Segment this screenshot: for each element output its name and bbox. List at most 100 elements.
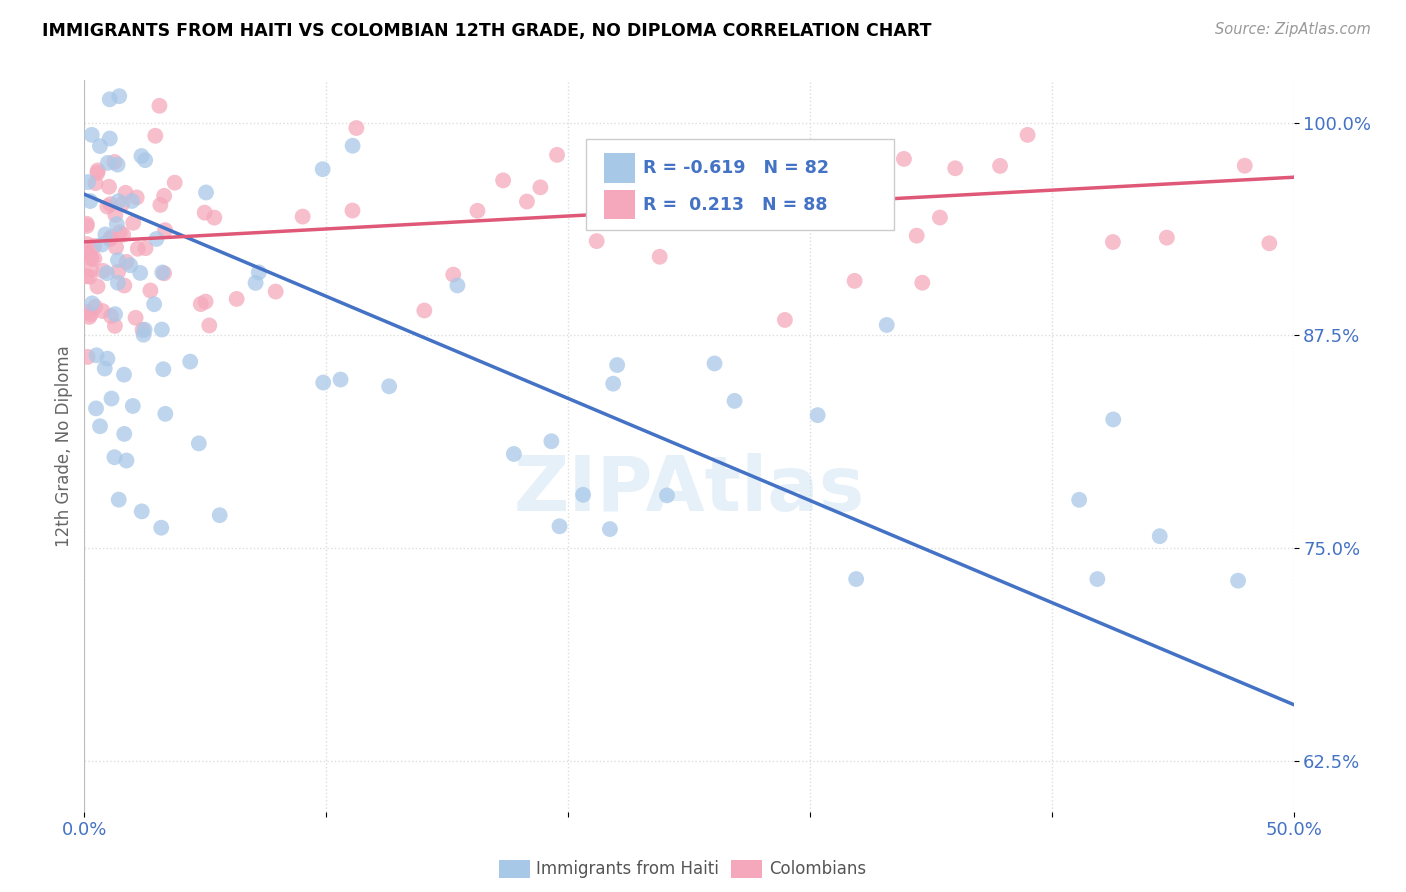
Point [86,166,108,180]
Point [202,211,225,225]
Point [540,434,562,449]
Point [86,348,108,362]
Point [153,266,176,280]
Point [773,313,796,327]
Point [124,310,146,325]
Point [807,408,830,422]
Point [98,131,121,145]
Point [585,234,607,248]
Point [291,210,314,224]
Point [492,173,515,187]
Point [112,426,135,441]
Point [107,158,129,172]
Point [150,322,173,336]
Point [76,269,98,284]
Point [655,488,678,502]
Point [100,309,122,323]
Point [208,508,231,523]
Point [1227,574,1250,588]
Point [378,379,401,393]
Point [893,152,915,166]
Point [312,376,335,390]
Point [187,436,209,450]
Point [93,361,115,376]
Point [86,279,108,293]
FancyBboxPatch shape [586,139,894,230]
Point [441,268,464,282]
Point [572,488,595,502]
Point [107,194,129,209]
Point [344,121,367,136]
Point [1258,236,1281,251]
Point [98,232,121,246]
Point [190,297,212,311]
Point [143,297,166,311]
Point [76,246,98,260]
Point [1102,235,1125,249]
Point [77,246,100,260]
Point [127,242,149,256]
Point [121,194,143,208]
Point [84,300,107,314]
Point [678,838,700,853]
Point [1156,230,1178,244]
Point [194,294,217,309]
Point [943,161,966,176]
Point [122,216,145,230]
Point [89,139,111,153]
Point [80,262,103,277]
Point [312,162,335,177]
Point [150,521,173,535]
Text: R =  0.213   N = 88: R = 0.213 N = 88 [643,195,828,213]
Point [163,176,186,190]
Point [98,92,121,106]
Point [77,305,100,319]
Point [107,492,129,507]
Text: IMMIGRANTS FROM HAITI VS COLOMBIAN 12TH GRADE, NO DIPLOMA CORRELATION CHART: IMMIGRANTS FROM HAITI VS COLOMBIAN 12TH … [42,22,932,40]
Point [548,519,571,533]
Point [83,239,105,253]
Point [225,292,247,306]
Point [83,252,105,266]
Point [264,285,287,299]
Point [100,197,122,211]
Point [599,522,621,536]
Point [845,572,868,586]
Point [929,211,952,225]
Text: Source: ZipAtlas.com: Source: ZipAtlas.com [1215,22,1371,37]
Point [342,138,364,153]
Point [114,0,136,1]
Point [1233,159,1256,173]
Point [502,447,524,461]
FancyBboxPatch shape [605,153,634,183]
Point [446,278,468,293]
Point [115,453,138,467]
Point [153,223,176,237]
Point [94,227,117,242]
Point [77,310,100,324]
Point [773,170,796,185]
Point [96,200,118,214]
Point [96,266,118,280]
Point [702,847,724,862]
Point [89,419,111,434]
Point [131,323,153,337]
Point [107,265,129,279]
Point [132,327,155,342]
Point [905,228,928,243]
Point [112,227,135,242]
Point [104,307,127,321]
Point [1149,529,1171,543]
Point [118,59,141,73]
Point [79,307,101,321]
Point [152,362,174,376]
Point [148,99,170,113]
Point [105,217,128,231]
Point [143,128,166,143]
Point [112,278,135,293]
Point [155,407,177,421]
Point [112,368,135,382]
Point [134,153,156,168]
Point [145,232,167,246]
FancyBboxPatch shape [605,190,634,219]
